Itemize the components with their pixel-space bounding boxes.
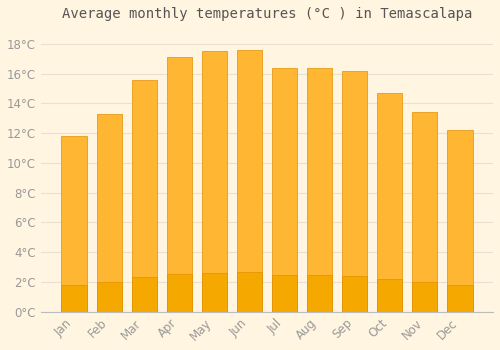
- Bar: [166, 57, 192, 312]
- Bar: [448, 285, 472, 312]
- Bar: [166, 274, 192, 312]
- Bar: [62, 286, 86, 312]
- Bar: [132, 80, 157, 312]
- Bar: [412, 282, 438, 312]
- Bar: [377, 93, 402, 312]
- Title: Average monthly temperatures (°C ) in Temascalapa: Average monthly temperatures (°C ) in Te…: [62, 7, 472, 21]
- Bar: [272, 275, 297, 312]
- Bar: [202, 51, 227, 312]
- Bar: [96, 282, 122, 312]
- Bar: [202, 273, 227, 312]
- Bar: [377, 279, 402, 312]
- Bar: [62, 136, 86, 312]
- Bar: [132, 277, 157, 312]
- Bar: [96, 114, 122, 312]
- Bar: [307, 275, 332, 312]
- Bar: [448, 130, 472, 312]
- Bar: [412, 112, 438, 312]
- Bar: [307, 68, 332, 312]
- Bar: [237, 50, 262, 312]
- Bar: [342, 71, 367, 312]
- Bar: [237, 273, 262, 312]
- Bar: [272, 68, 297, 312]
- Bar: [342, 275, 367, 312]
